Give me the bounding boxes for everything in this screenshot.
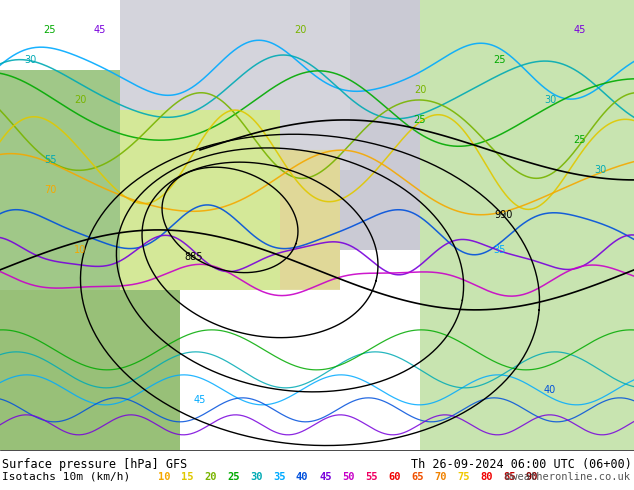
Text: 85: 85 — [503, 472, 515, 482]
Text: 55: 55 — [365, 472, 377, 482]
Polygon shape — [120, 0, 420, 250]
Text: 20: 20 — [414, 85, 426, 95]
Text: 25: 25 — [44, 25, 56, 35]
Polygon shape — [160, 150, 340, 290]
Text: 80: 80 — [480, 472, 493, 482]
Text: 35: 35 — [273, 472, 285, 482]
Text: 40: 40 — [544, 385, 556, 395]
Text: 45: 45 — [574, 25, 586, 35]
Text: 25: 25 — [494, 55, 507, 65]
Polygon shape — [120, 110, 280, 290]
Text: 45: 45 — [319, 472, 332, 482]
Text: 75: 75 — [457, 472, 470, 482]
Polygon shape — [420, 0, 634, 450]
Text: ©weatheronline.co.uk: ©weatheronline.co.uk — [505, 472, 630, 482]
Polygon shape — [120, 0, 350, 170]
Text: 20: 20 — [74, 95, 86, 105]
Text: 55: 55 — [44, 155, 56, 165]
Text: 25: 25 — [574, 135, 586, 145]
Text: 70: 70 — [44, 185, 56, 195]
Text: 20: 20 — [294, 25, 306, 35]
Text: 25: 25 — [414, 115, 426, 125]
Text: 65: 65 — [411, 472, 424, 482]
Text: 20: 20 — [204, 472, 216, 482]
Text: 90: 90 — [526, 472, 538, 482]
Text: 45: 45 — [194, 395, 206, 405]
Text: 25: 25 — [227, 472, 240, 482]
Text: Surface pressure [hPa] GFS: Surface pressure [hPa] GFS — [2, 458, 187, 471]
Text: 50: 50 — [342, 472, 354, 482]
Polygon shape — [0, 290, 180, 450]
Text: 45: 45 — [94, 25, 106, 35]
Text: 30: 30 — [594, 165, 606, 175]
Text: 990: 990 — [494, 210, 512, 221]
Text: 10: 10 — [74, 245, 86, 255]
Text: 10: 10 — [158, 472, 171, 482]
Text: Th 26-09-2024 06:00 UTC (06+00): Th 26-09-2024 06:00 UTC (06+00) — [411, 458, 632, 471]
Text: 30: 30 — [250, 472, 262, 482]
Text: 15: 15 — [181, 472, 193, 482]
Text: 30: 30 — [24, 55, 36, 65]
Text: 60: 60 — [388, 472, 401, 482]
Text: 40: 40 — [296, 472, 309, 482]
Polygon shape — [0, 70, 120, 450]
Text: Isotachs 10m (km/h): Isotachs 10m (km/h) — [2, 472, 130, 482]
Text: 885: 885 — [184, 252, 203, 262]
Text: 30: 30 — [544, 95, 556, 105]
Text: 70: 70 — [434, 472, 446, 482]
Text: 35: 35 — [494, 245, 506, 255]
